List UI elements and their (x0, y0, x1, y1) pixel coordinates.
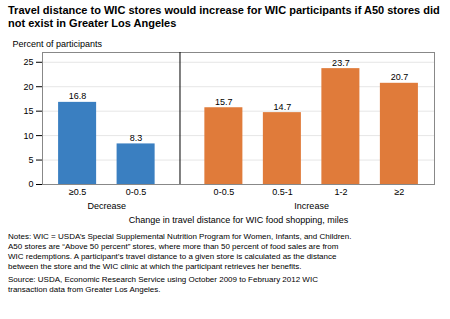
svg-text:8.3: 8.3 (130, 133, 143, 143)
svg-text:16.8: 16.8 (69, 92, 87, 102)
svg-text:25: 25 (23, 58, 33, 68)
svg-text:Increase: Increase (294, 201, 329, 211)
svg-text:20: 20 (23, 82, 33, 92)
svg-text:0.5-1: 0.5-1 (272, 187, 293, 197)
svg-text:23.7: 23.7 (332, 58, 350, 68)
svg-text:Decrease: Decrease (88, 201, 127, 211)
svg-text:15: 15 (23, 106, 33, 116)
svg-text:0-0.5: 0-0.5 (126, 187, 147, 197)
svg-text:Change in travel distance for: Change in travel distance for WIC food s… (129, 215, 349, 225)
svg-text:10: 10 (23, 131, 33, 141)
svg-text:14.7: 14.7 (274, 102, 292, 112)
svg-text:1-2: 1-2 (334, 187, 347, 197)
svg-text:Percent of participants: Percent of participants (13, 39, 103, 49)
html-text:Travel distance to WIC stores: Travel distance to WIC stores would incr… (8, 4, 440, 30)
svg-text:15.7: 15.7 (215, 97, 233, 107)
svg-text:5: 5 (28, 155, 33, 165)
svg-text:20.7: 20.7 (391, 73, 409, 83)
html-text:Source: USDA, Economic Researc: Source: USDA, Economic Research Service … (8, 275, 318, 295)
svg-text:0: 0 (28, 180, 33, 190)
svg-text:≥2: ≥2 (394, 187, 404, 197)
html-text:Notes: WIC = USDA’s Special Su: Notes: WIC = USDA’s Special Supplemental… (8, 232, 352, 272)
svg-text:≥0.5: ≥0.5 (69, 187, 86, 197)
svg-text:0-0.5: 0-0.5 (214, 187, 235, 197)
